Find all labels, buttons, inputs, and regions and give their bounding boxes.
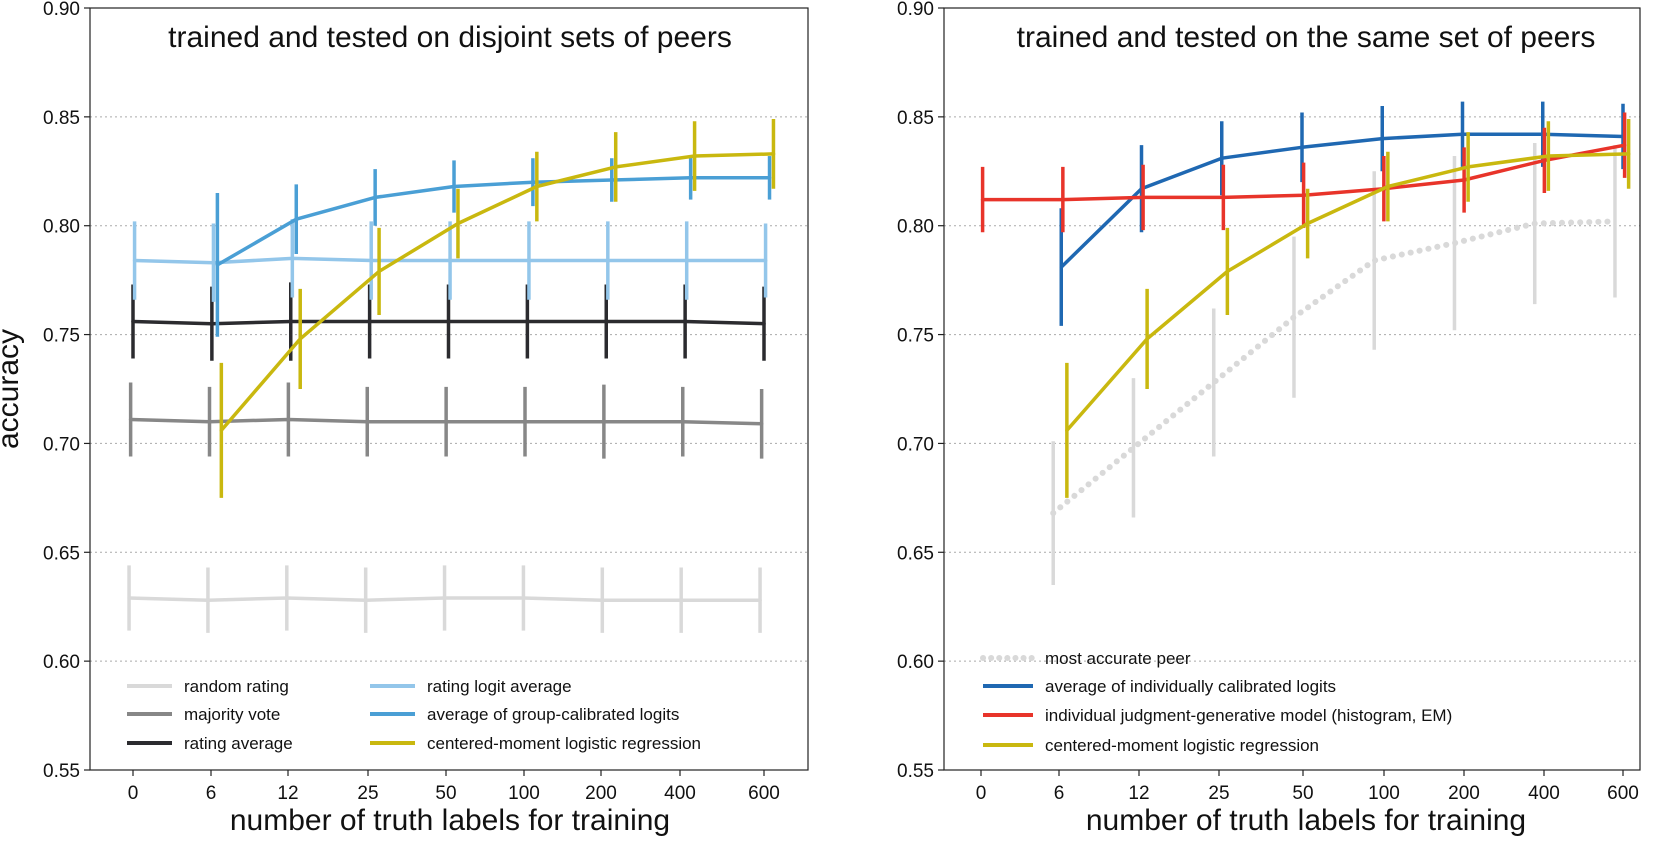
y-tick-label: 0.60: [43, 652, 80, 673]
x-axis-label: number of truth labels for training: [230, 804, 670, 837]
y-tick-label: 0.55: [897, 761, 934, 782]
x-tick-label: 50: [435, 783, 456, 804]
series-centered-moment-logistic-regression: [219, 119, 776, 498]
legend-label: average of group-calibrated logits: [427, 705, 679, 724]
y-tick-label: 0.60: [897, 652, 934, 673]
y-tick-label: 0.55: [43, 761, 80, 782]
x-tick-label: 200: [1448, 783, 1480, 804]
y-tick-label: 0.80: [43, 217, 80, 238]
legend-label: rating average: [184, 734, 293, 753]
legend-label: majority vote: [184, 705, 280, 724]
x-tick-label: 12: [277, 783, 298, 804]
series-line: [132, 256, 768, 265]
x-tick-label: 400: [1528, 783, 1560, 804]
series-line: [127, 596, 762, 602]
x-tick-label: 25: [1208, 783, 1229, 804]
legend: most accurate peer average of individuall…: [980, 649, 1452, 755]
y-tick-label: 0.85: [43, 108, 80, 129]
x-tick-label: 100: [508, 783, 540, 804]
chart-right: 0.55 0.60 0.65 0.70 0.75 0.80 0.85 0.90 0 6 12 25 50…: [897, 0, 1641, 837]
series-rating-logit-average: [132, 219, 768, 302]
series-line: [980, 143, 1627, 202]
y-tick-label: 0.75: [897, 326, 934, 347]
x-tick-label: 100: [1368, 783, 1400, 804]
series-line: [131, 319, 766, 326]
series-line: [1059, 132, 1625, 269]
series-centered-moment-logistic-regression: [1065, 119, 1631, 498]
y-tick-label: 0.85: [897, 108, 934, 129]
y-axis-label: accuracy: [0, 329, 25, 449]
x-tick-label: 25: [357, 783, 378, 804]
series-line: [128, 417, 764, 426]
legend-label: centered-moment logistic regression: [1045, 736, 1319, 755]
x-tick-label: 0: [128, 783, 139, 804]
x-tick-label: 6: [1054, 783, 1065, 804]
x-tick-label: 400: [664, 783, 696, 804]
legend: random rating rating logit average majorit…: [127, 677, 701, 753]
x-tick-label: 600: [748, 783, 780, 804]
chart-title: trained and tested on the same set of pe…: [1017, 21, 1596, 54]
chart-title: trained and tested on disjoint sets of p…: [168, 21, 732, 54]
series-majority-vote: [128, 382, 764, 459]
legend-label: average of individually calibrated logit…: [1045, 677, 1336, 696]
y-tick-label: 0.70: [897, 434, 934, 455]
legend-label: individual judgment-generative model (hi…: [1045, 706, 1452, 725]
plot-frame: [943, 7, 1641, 771]
plot-frame: [89, 7, 809, 771]
legend-label: rating logit average: [427, 677, 572, 696]
series-individual-judgment-generative-model-histogram-em: [980, 112, 1627, 233]
y-tick-label: 0.80: [897, 217, 934, 238]
x-tick-label: 50: [1292, 783, 1313, 804]
legend-label: centered-moment logistic regression: [427, 734, 701, 753]
x-axis-label: number of truth labels for training: [1086, 804, 1526, 837]
series-line: [215, 176, 772, 267]
legend-label: most accurate peer: [1045, 649, 1191, 668]
series-line: [219, 152, 776, 433]
x-tick-label: 600: [1607, 783, 1639, 804]
x-tick-label: 200: [585, 783, 617, 804]
y-tick-label: 0.65: [43, 543, 80, 564]
y-tick-label: 0.70: [43, 434, 80, 455]
chart-left: 0.55 0.60 0.65 0.70 0.75 0.80 0.85 0.90 0 6 12 25 50…: [0, 0, 809, 837]
y-tick-label: 0.90: [897, 0, 934, 20]
y-tick-label: 0.75: [43, 326, 80, 347]
y-tick-label: 0.65: [897, 543, 934, 564]
x-tick-label: 0: [976, 783, 987, 804]
series-most-accurate-peer: [1050, 142, 1618, 585]
series-line: [1050, 218, 1618, 517]
legend-label: random rating: [184, 677, 289, 696]
series-random-rating: [127, 565, 762, 633]
x-tick-label: 12: [1128, 783, 1149, 804]
x-tick-label: 6: [206, 783, 217, 804]
series-line: [1065, 152, 1631, 433]
y-tick-label: 0.90: [43, 0, 80, 20]
series-average-of-group-calibrated-logits: [215, 156, 772, 337]
